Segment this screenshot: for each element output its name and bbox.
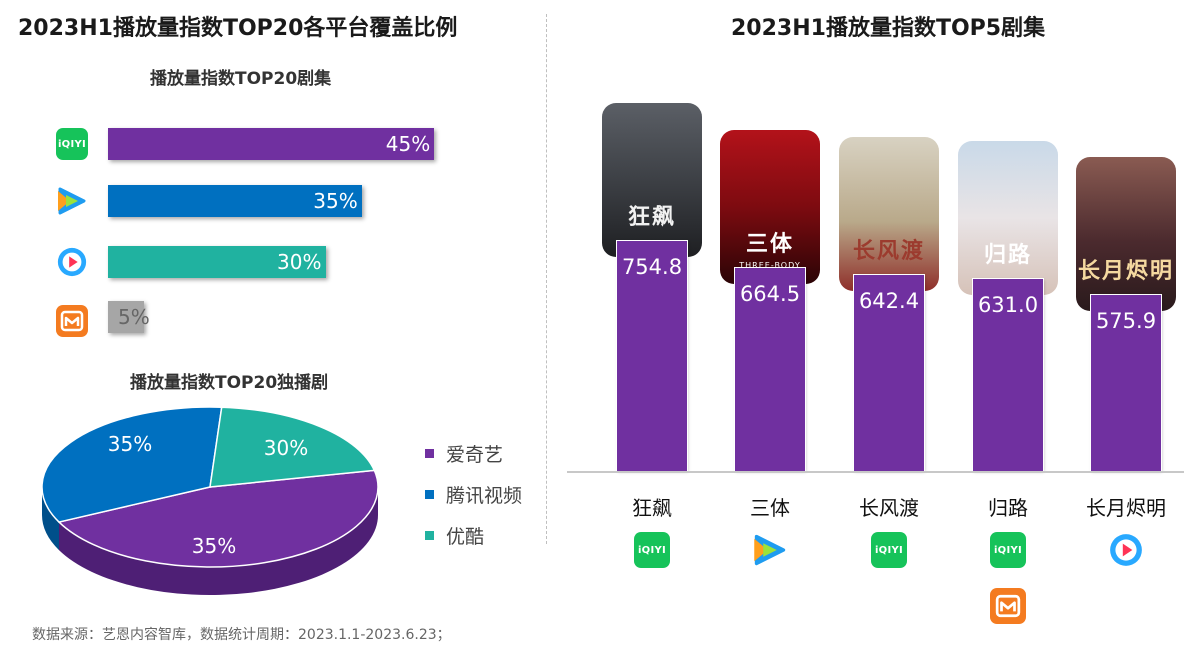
hbar-tencent: 35% bbox=[108, 185, 362, 217]
hbar-youku: 30% bbox=[108, 246, 326, 278]
category-label: 长风渡 bbox=[859, 496, 919, 520]
hbar-value-label: 45% bbox=[385, 132, 431, 156]
legend-label: 腾讯视频 bbox=[446, 485, 523, 507]
vbar-value-label: 631.0 bbox=[977, 292, 1039, 317]
iqiyi-logo-text: iQIYI bbox=[57, 138, 87, 150]
iqiyi-logo-text: iQIYI bbox=[993, 544, 1023, 556]
pie-slice-0 bbox=[57, 469, 379, 568]
pie-slice-label: 35% bbox=[108, 432, 152, 456]
mango-tv-icon bbox=[60, 310, 84, 332]
category-label: 长月烬明 bbox=[1086, 496, 1166, 520]
panel-divider bbox=[546, 14, 547, 544]
iqiyi-logo: iQIYI bbox=[56, 128, 88, 160]
pie-legend-item: 优酷 bbox=[425, 522, 484, 549]
exclusive-shows-pie-chart: 35% 35% 30% bbox=[41, 406, 379, 595]
show-poster-2: 三体 THREE-BODY bbox=[720, 130, 820, 285]
hbar-value-label: 30% bbox=[277, 250, 322, 274]
iqiyi-logo: iQIYI bbox=[871, 532, 907, 568]
bar-chart-subtitle: 播放量指数TOP20剧集 bbox=[150, 69, 332, 89]
iqiyi-logo-text: iQIYI bbox=[874, 544, 904, 556]
vbar-3: 642.4 bbox=[854, 275, 924, 471]
poster-title: 长月烬明 bbox=[1077, 258, 1174, 285]
vbar-1: 754.8 bbox=[617, 240, 687, 471]
vbar-4: 631.0 bbox=[973, 278, 1043, 471]
poster-subtitle: THREE-BODY bbox=[739, 261, 801, 271]
poster-title: 狂飙 bbox=[627, 203, 676, 230]
legend-swatch bbox=[425, 449, 434, 458]
pie-slice-2 bbox=[209, 406, 376, 488]
iqiyi-logo-text: iQIYI bbox=[637, 544, 667, 556]
mango-logo bbox=[990, 588, 1026, 624]
poster-title: 归路 bbox=[983, 241, 1032, 268]
hbar-value-label: 5% bbox=[118, 305, 150, 329]
pie-legend-item: 腾讯视频 bbox=[425, 481, 522, 508]
poster-title: 长风渡 bbox=[852, 238, 925, 265]
pie-legend-item: 爱奇艺 bbox=[425, 440, 503, 467]
legend-swatch bbox=[425, 531, 434, 540]
mango-tv-logo bbox=[56, 305, 88, 337]
tencent-video-icon bbox=[754, 534, 786, 566]
youku-logo bbox=[56, 246, 88, 278]
pie-chart-subtitle: 播放量指数TOP20独播剧 bbox=[130, 373, 329, 393]
tencent-video-logo bbox=[56, 185, 88, 217]
vbar-5: 575.9 bbox=[1091, 295, 1161, 471]
youku-icon bbox=[57, 247, 87, 277]
pie-slice-label: 35% bbox=[192, 534, 236, 558]
show-poster-5: 长月烬明 bbox=[1076, 157, 1176, 312]
youku-icon bbox=[1110, 534, 1142, 566]
category-label: 归路 bbox=[988, 496, 1028, 520]
hbar-value-label: 35% bbox=[313, 189, 358, 213]
youku-logo bbox=[1108, 532, 1144, 568]
vbar-value-label: 664.5 bbox=[739, 282, 801, 307]
pie-slice-1 bbox=[41, 406, 223, 523]
bar-chart-baseline bbox=[567, 471, 1184, 473]
hbar-iqiyi: 45% bbox=[108, 128, 435, 160]
vbar-value-label: 754.8 bbox=[621, 254, 683, 279]
show-poster-1: 狂飙 bbox=[602, 102, 702, 257]
data-source-note: 数据来源：艺恩内容智库，数据统计周期：2023.1.1-2023.6.23； bbox=[32, 627, 451, 643]
pie-slice-label: 30% bbox=[264, 436, 308, 460]
category-label: 狂飙 bbox=[632, 496, 672, 520]
vbar-2: 664.5 bbox=[735, 268, 805, 471]
iqiyi-logo: iQIYI bbox=[634, 532, 670, 568]
right-panel-title: 2023H1播放量指数TOP5剧集 bbox=[731, 16, 1046, 41]
vbar-value-label: 575.9 bbox=[1095, 309, 1157, 334]
legend-label: 爱奇艺 bbox=[446, 444, 504, 466]
iqiyi-logo: iQIYI bbox=[990, 532, 1026, 568]
poster-title: 三体 bbox=[745, 231, 794, 258]
pie-side-0 bbox=[59, 487, 379, 595]
hbar-mango: 5% bbox=[108, 301, 150, 333]
legend-swatch bbox=[425, 490, 434, 499]
show-poster-4: 归路 bbox=[958, 140, 1058, 295]
tencent-video-icon bbox=[58, 187, 86, 215]
pie-side-1 bbox=[42, 487, 60, 551]
vbar-value-label: 642.4 bbox=[858, 289, 920, 314]
legend-label: 优酷 bbox=[446, 526, 485, 548]
tencent-logo bbox=[752, 532, 788, 568]
show-poster-3: 长风渡 bbox=[839, 137, 939, 292]
left-panel-title: 2023H1播放量指数TOP20各平台覆盖比例 bbox=[18, 16, 458, 41]
category-label: 三体 bbox=[750, 496, 790, 520]
mango-tv-icon bbox=[995, 594, 1021, 618]
